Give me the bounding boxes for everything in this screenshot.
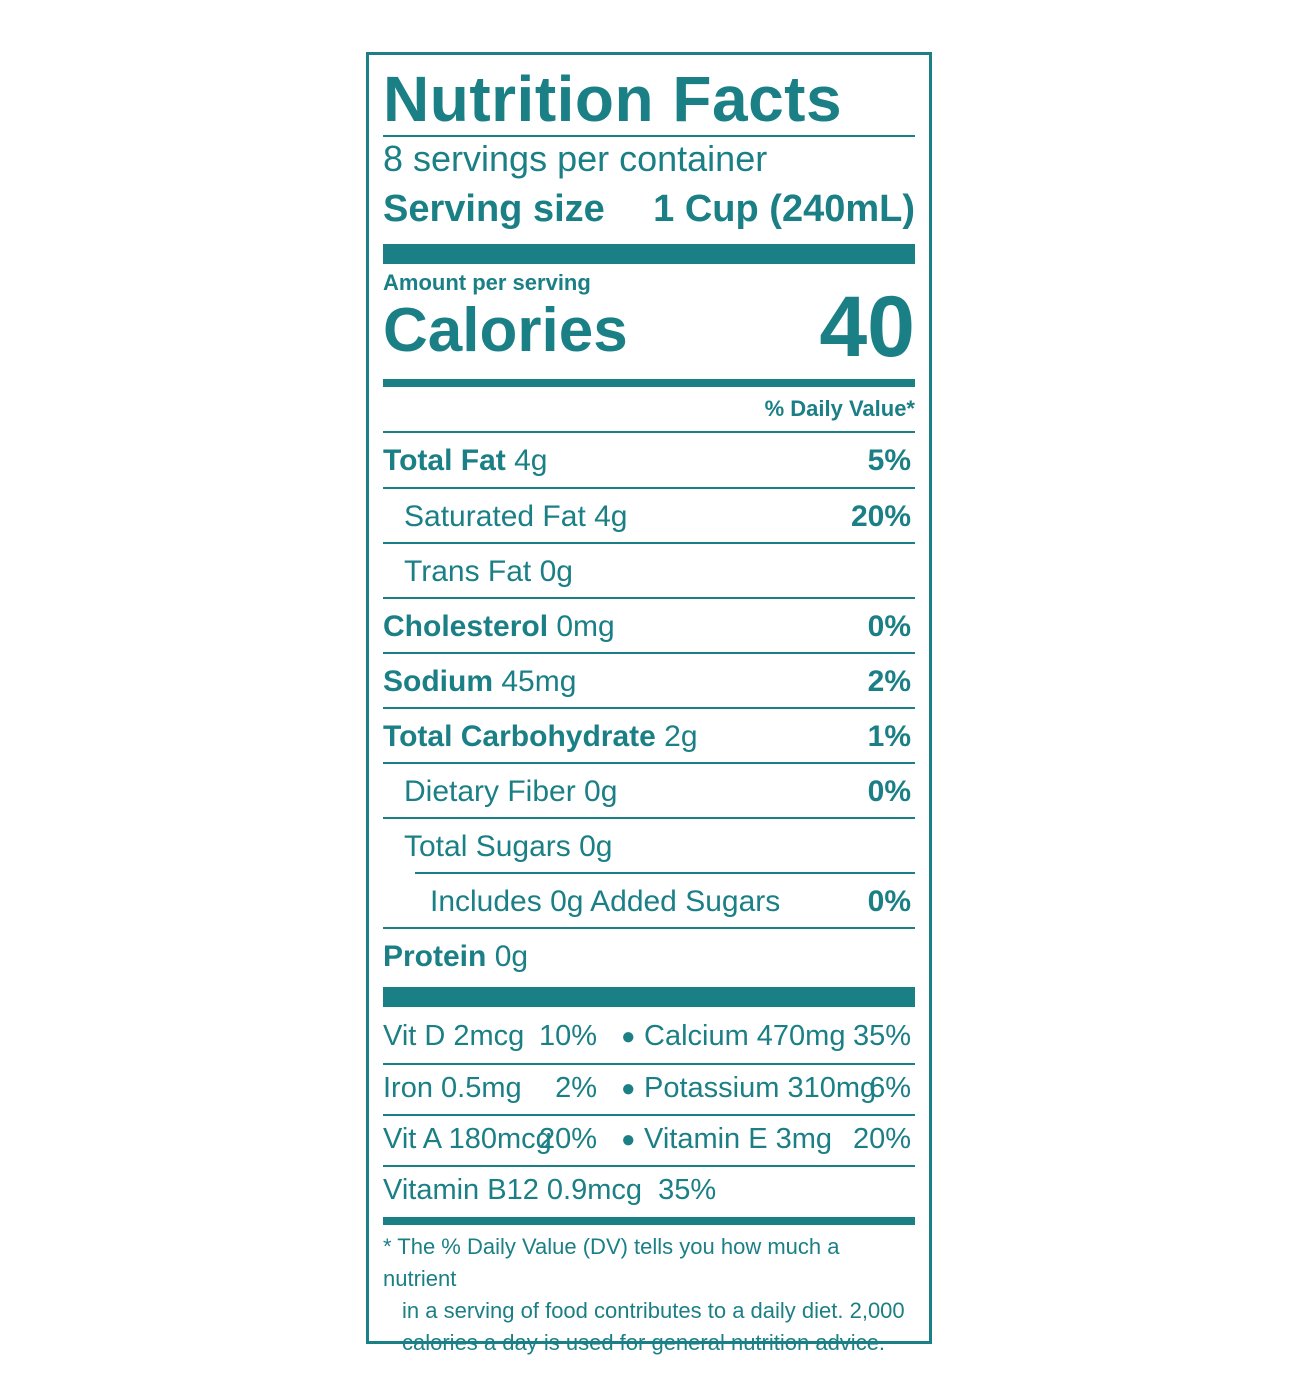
nutrition-facts-label: Nutrition Facts 8 servings per container… [366, 52, 932, 1355]
calories-value: 40 [819, 279, 915, 375]
nutrient-row-saturated-fat: Saturated Fat 4g 20% [383, 489, 915, 544]
nutrient-row-cholesterol: Cholesterol 0mg 0% [383, 599, 915, 654]
nutrient-row-trans-fat: Trans Fat 0g [383, 544, 915, 599]
bullet-icon: ● [621, 1126, 636, 1153]
bullet-icon: ● [621, 1075, 636, 1102]
label-title: Nutrition Facts [383, 63, 843, 135]
nutrient-row-dietary-fiber: Dietary Fiber 0g 0% [383, 764, 915, 819]
vitamin-row: Iron 0.5mg 2% ● Potassium 310mg 6% [383, 1063, 915, 1114]
thick-divider [383, 987, 915, 1007]
nutrient-dv: 2% [867, 665, 911, 698]
nutrient-name: Cholesterol [383, 610, 549, 643]
vitamin-name: Vitamin E 3mg [644, 1123, 833, 1155]
nutrient-row-protein: Protein 0g [383, 929, 915, 984]
nutrient-row-sodium: Sodium 45mg 2% [383, 654, 915, 709]
vitamin-dv: 20% [538, 1123, 597, 1155]
amount-per-serving: Amount per serving [383, 270, 591, 295]
vitamin-name: Calcium 470mg [644, 1020, 846, 1052]
divider [383, 927, 915, 929]
nutrient-name: Sodium [383, 665, 493, 698]
divider [383, 135, 915, 137]
vitamin-name: Vit A 180mcg [383, 1123, 552, 1155]
nutrient-dv: 1% [867, 720, 911, 753]
label-content: Nutrition Facts 8 servings per container… [383, 55, 915, 1355]
nutrient-amount: 0g [494, 940, 529, 973]
divider [383, 652, 915, 654]
vitamin-dv: 35% [852, 1020, 911, 1052]
divider [383, 1165, 915, 1167]
medium-divider [383, 1217, 915, 1225]
nutrient-dv: 5% [867, 444, 911, 477]
nutrient-name: Total Carbohydrate [383, 720, 656, 753]
nutrient-dv: 20% [850, 500, 911, 533]
divider [383, 707, 915, 709]
vitamin-row: Vit D 2mcg 10% ● Calcium 470mg 35% [383, 1011, 915, 1062]
divider [383, 1063, 915, 1065]
nutrient-name: Includes 0g Added Sugars [430, 885, 781, 918]
vitamin-name: Iron 0.5mg [383, 1072, 522, 1104]
footnote-line: in a serving of food contributes to a da… [402, 1298, 905, 1323]
daily-value-header: % Daily Value* [764, 396, 915, 421]
nutrient-row-total-carbohydrate: Total Carbohydrate 2g 1% [383, 709, 915, 764]
nutrient-name: Dietary Fiber 0g [404, 775, 618, 808]
nutrient-dv: 0% [867, 885, 911, 918]
nutrient-row-total-sugars: Total Sugars 0g [383, 819, 915, 874]
nutrient-row-total-fat: Total Fat 4g 5% [383, 433, 915, 488]
serving-size-row: Serving size 1 Cup (240mL) [383, 187, 915, 231]
divider [383, 431, 915, 433]
nutrient-name: Total Fat [383, 444, 506, 477]
divider [383, 487, 915, 489]
nutrient-name: Protein [383, 940, 487, 973]
vitamin-b12: Vitamin B12 0.9mcg 35% [383, 1174, 717, 1206]
serving-size-value: 1 Cup (240mL) [653, 188, 915, 230]
servings-per-container: 8 servings per container [383, 138, 768, 179]
vitamin-dv: 2% [555, 1072, 597, 1104]
vitamin-row: Vit A 180mcg 20% ● Vitamin E 3mg 20% [383, 1114, 915, 1165]
vitamin-dv: 20% [852, 1123, 911, 1155]
footnote-line: calories a day is used for general nutri… [402, 1330, 886, 1355]
vitamin-dv: 10% [538, 1020, 597, 1052]
vitamin-dv: 6% [869, 1072, 911, 1104]
footnote-line: * The % Daily Value (DV) tells you how m… [383, 1234, 840, 1291]
nutrient-name: Total Sugars 0g [404, 830, 613, 863]
bullet-icon: ● [621, 1023, 636, 1050]
divider [415, 872, 915, 874]
nutrient-amount: 2g [664, 720, 698, 753]
serving-size-label: Serving size [383, 188, 605, 230]
thick-divider [383, 244, 915, 264]
medium-divider [383, 379, 915, 387]
divider [383, 597, 915, 599]
calories-label: Calories [383, 296, 628, 365]
nutrient-amount: 4g [514, 444, 548, 477]
nutrient-amount: 45mg [501, 665, 577, 698]
divider [383, 1114, 915, 1116]
vitamin-name: Potassium 310mg [644, 1072, 877, 1104]
nutrient-row-added-sugars: Includes 0g Added Sugars 0% [383, 874, 915, 929]
nutrient-dv: 0% [867, 775, 911, 808]
footnote: * The % Daily Value (DV) tells you how m… [383, 1231, 915, 1359]
divider [383, 542, 915, 544]
divider [383, 817, 915, 819]
nutrient-name: Saturated Fat 4g [404, 500, 628, 533]
divider [383, 762, 915, 764]
vitamin-row-b12: Vitamin B12 0.9mcg 35% [383, 1165, 915, 1216]
nutrient-name: Trans Fat 0g [404, 555, 573, 588]
nutrient-amount: 0mg [556, 610, 615, 643]
vitamin-name: Vit D 2mcg [383, 1020, 525, 1052]
nutrient-dv: 0% [867, 610, 911, 643]
